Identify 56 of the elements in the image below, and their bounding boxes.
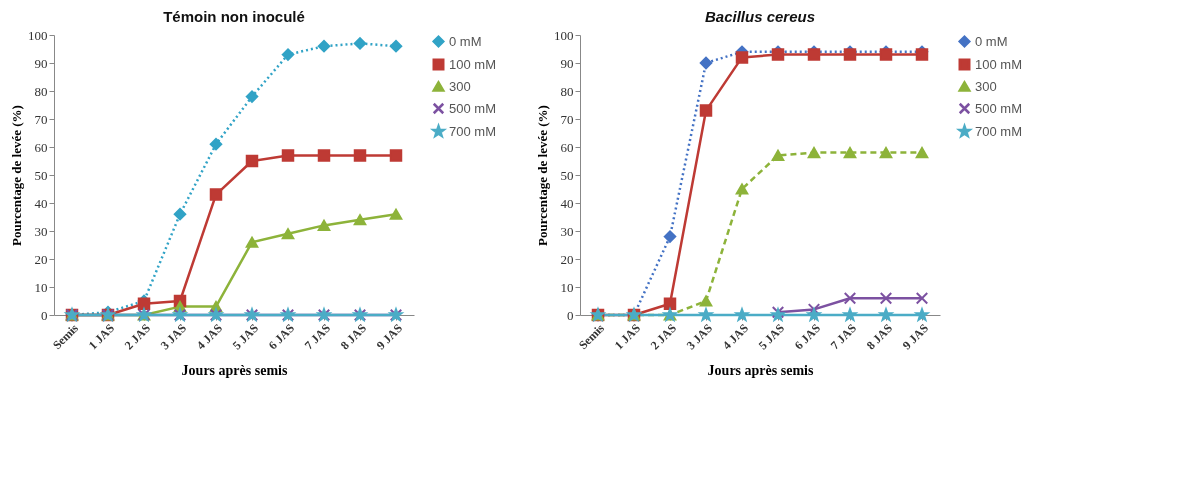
y-tick-label: 100: [28, 27, 48, 43]
y-tick-label: 100: [554, 27, 574, 43]
y-tick-label: 20: [34, 251, 48, 267]
y-tick-label: 70: [560, 111, 574, 127]
x-tick-label: 4 JAS: [193, 320, 226, 353]
legend-label: 0 mM: [449, 33, 482, 49]
y-tick-label: 70: [34, 111, 48, 127]
x-tick-label: 6 JAS: [265, 320, 298, 353]
legend-label: 500 mM: [449, 100, 496, 116]
y-tick-label: 50: [34, 167, 48, 183]
legend-label: 0 mM: [975, 33, 1008, 49]
y-tick-label: 60: [560, 139, 574, 155]
legend-label: 100 mM: [975, 56, 1022, 72]
y-tick-label: 0: [41, 307, 48, 323]
y-tick-label: 40: [34, 195, 48, 211]
y-tick-label: 80: [560, 83, 574, 99]
x-tick-label: 5 JAS: [755, 320, 788, 353]
legend-label: 300: [975, 78, 997, 94]
x-tick-label: 7 JAS: [827, 320, 860, 353]
chart-title: Bacillus cereus: [704, 8, 816, 25]
x-tick-label: 3 JAS: [683, 320, 716, 353]
x-tick-label: 5 JAS: [229, 320, 262, 353]
y-tick-label: 0: [567, 307, 574, 323]
y-axis-title: Pourcentage de levée (%): [9, 105, 24, 246]
x-tick-label: 2 JAS: [121, 320, 154, 353]
x-tick-label: 4 JAS: [719, 320, 752, 353]
x-tick-label: 7 JAS: [301, 320, 334, 353]
chart-title: Témoin non inoculé: [163, 8, 305, 25]
y-tick-label: 40: [560, 195, 574, 211]
x-tick-label: 6 JAS: [791, 320, 824, 353]
x-axis-title: Jours après semis: [707, 362, 814, 378]
x-tick-label: 1 JAS: [85, 320, 118, 353]
y-tick-label: 50: [560, 167, 574, 183]
y-axis-title: Pourcentage de levée (%): [535, 105, 550, 246]
legend-label: 100 mM: [449, 56, 496, 72]
legend-label: 500 mM: [975, 100, 1022, 116]
x-tick-label: 9 JAS: [373, 320, 406, 353]
legend-label: 300: [449, 78, 471, 94]
y-tick-label: 10: [34, 279, 48, 295]
y-tick-label: 60: [34, 139, 48, 155]
x-axis-title: Jours après semis: [181, 362, 288, 378]
x-tick-label: 9 JAS: [899, 320, 932, 353]
x-tick-label: 8 JAS: [337, 320, 370, 353]
y-tick-label: 90: [34, 55, 48, 71]
y-tick-label: 30: [34, 223, 48, 239]
y-tick-label: 90: [560, 55, 574, 71]
legend-label: 700 mM: [975, 123, 1022, 139]
legend-label: 700 mM: [449, 123, 496, 139]
x-tick-label: 2 JAS: [647, 320, 680, 353]
x-tick-label: 8 JAS: [863, 320, 896, 353]
y-tick-label: 20: [560, 251, 574, 267]
y-tick-label: 30: [560, 223, 574, 239]
y-tick-label: 80: [34, 83, 48, 99]
x-tick-label: 3 JAS: [157, 320, 190, 353]
y-tick-label: 10: [560, 279, 574, 295]
x-tick-label: 1 JAS: [611, 320, 644, 353]
